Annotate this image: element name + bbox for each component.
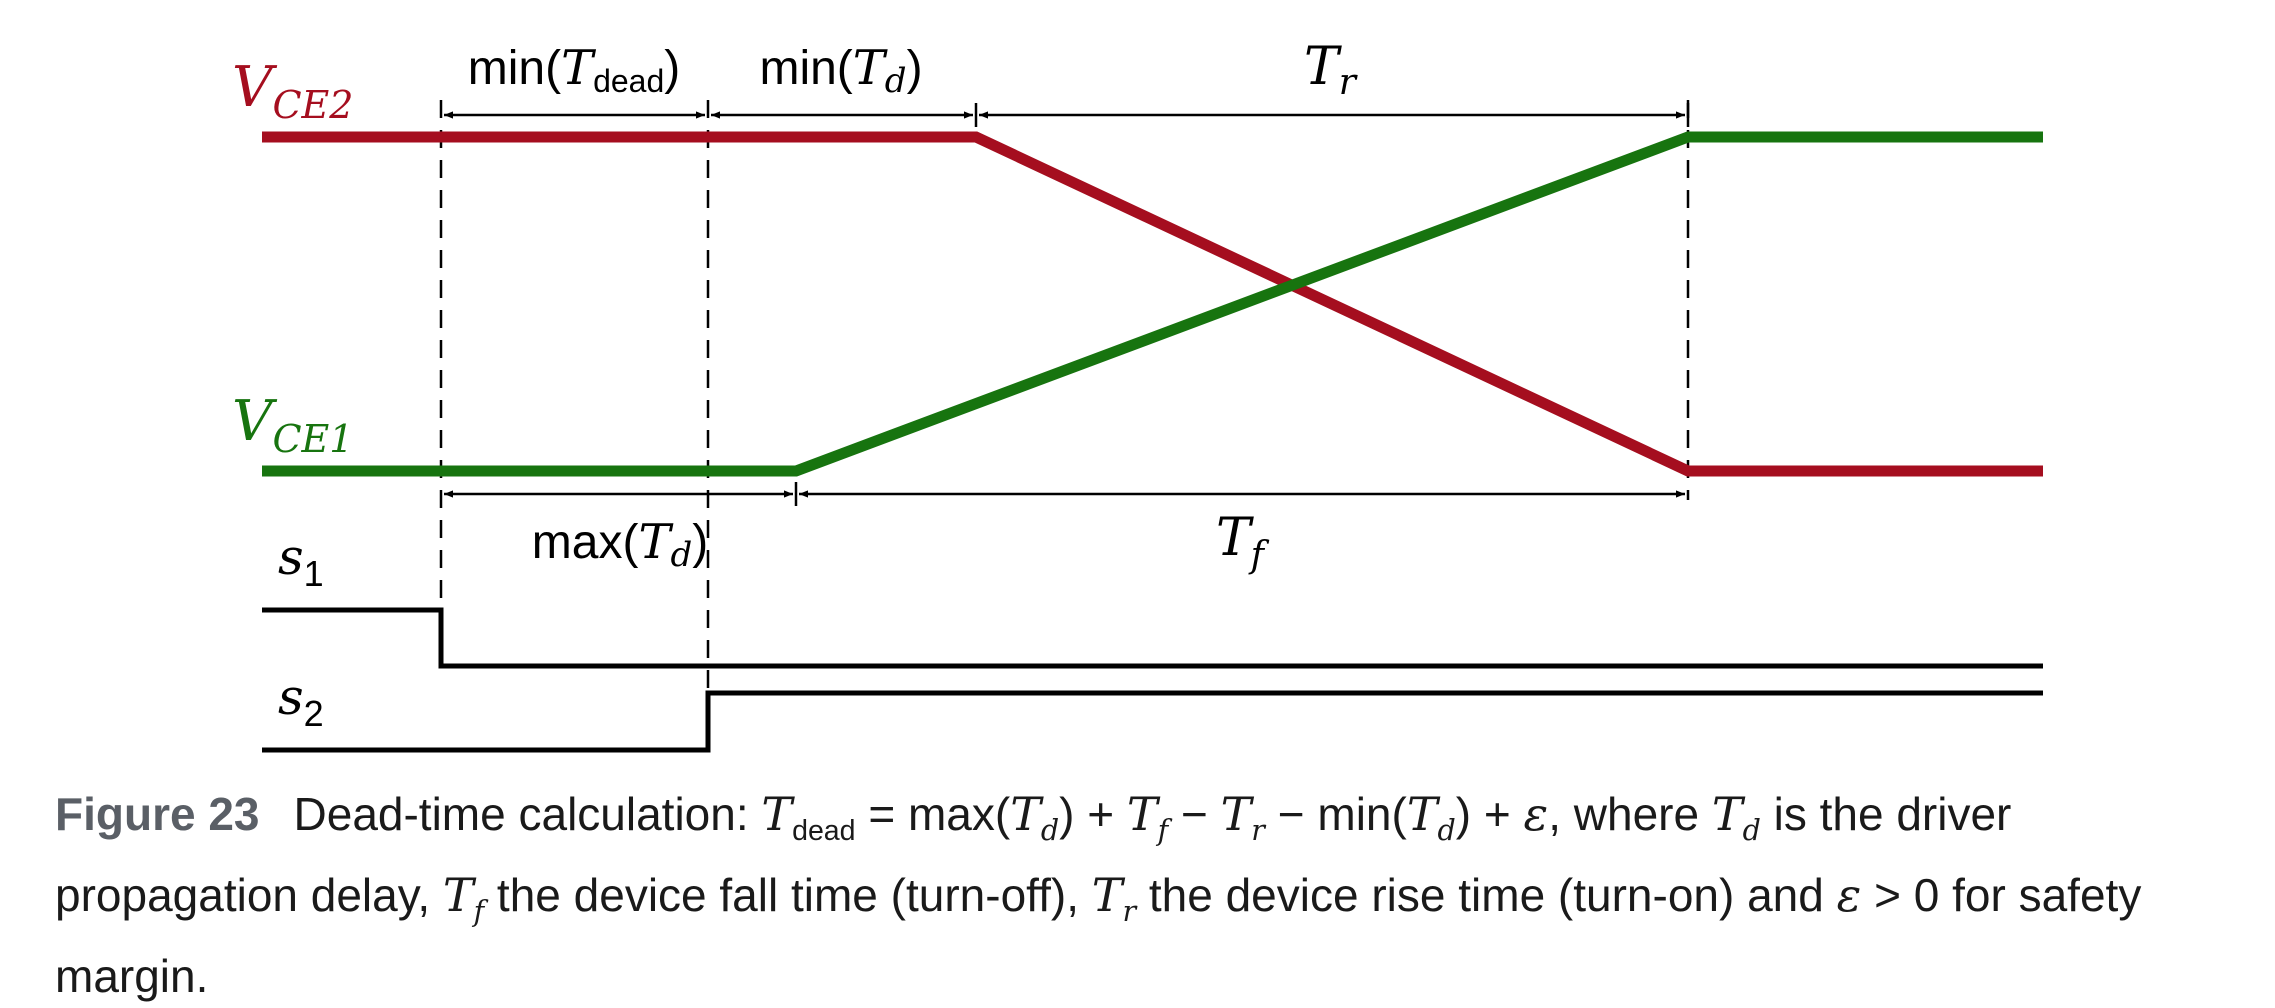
caption-lead: Dead-time calculation:	[293, 788, 749, 840]
vce2-waveform	[262, 131, 2043, 477]
dead-time-diagram: VCE2 VCE1 s1 s2 min(Tdead) min(Td) Tr ma…	[232, 37, 2043, 753]
s2-label: s2	[278, 668, 324, 734]
vce1-waveform	[262, 131, 2043, 477]
min-tdead-label: min(Tdead)	[468, 40, 681, 99]
vce1-label: VCE1	[232, 389, 353, 461]
tf-label: Tf	[1216, 508, 1270, 576]
s1-label: s1	[278, 528, 324, 594]
max-td-label: max(Td)	[532, 514, 708, 575]
vce2-label: VCE2	[232, 55, 353, 127]
tr-label: Tr	[1304, 37, 1358, 103]
s1-waveform	[262, 607, 2043, 669]
min-td-label: min(Td)	[759, 40, 922, 101]
figure-caption: Figure 23 Dead-time calculation: Tdead = …	[55, 787, 2142, 1003]
s2-waveform	[262, 690, 2043, 753]
figure-number: Figure 23	[55, 788, 260, 840]
